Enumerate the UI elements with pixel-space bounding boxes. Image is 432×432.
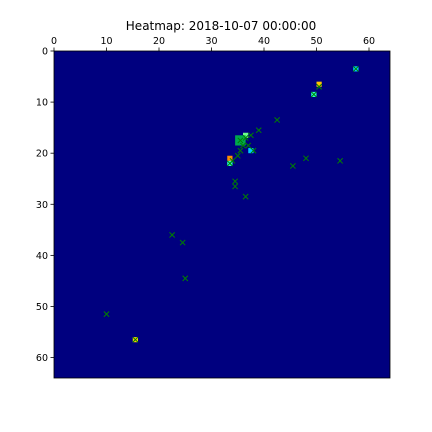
x-marker-22 <box>179 239 186 246</box>
x-marker-18 <box>232 178 239 185</box>
heatmap-background <box>54 51 390 378</box>
x-marker-19 <box>232 183 239 190</box>
x-tick-label-1: 10 <box>100 36 112 47</box>
x-marker-0 <box>352 65 359 72</box>
y-tick-label-2: 20 <box>36 149 48 160</box>
chart-title: Heatmap: 2018-10-07 00:00:00 <box>126 19 316 33</box>
x-marker-7 <box>237 137 244 144</box>
x-marker-8 <box>240 142 246 149</box>
x-tick-label-3: 30 <box>205 36 217 47</box>
y-tick-label-1: 10 <box>36 98 48 109</box>
x-marker-4 <box>255 127 262 134</box>
x-marker-23 <box>182 275 189 282</box>
x-tick-label-5: 50 <box>310 36 322 47</box>
x-marker-14 <box>226 160 233 167</box>
x-marker-15 <box>303 155 309 162</box>
x-marker-11 <box>250 147 257 154</box>
x-marker-9 <box>245 142 252 149</box>
x-tick-label-4: 40 <box>258 36 270 47</box>
x-tick-label-6: 60 <box>363 36 375 47</box>
y-tick-label-5: 50 <box>36 302 48 313</box>
y-tick-label-4: 40 <box>36 251 48 262</box>
x-marker-10 <box>237 147 244 154</box>
x-marker-1 <box>316 83 323 90</box>
y-tick-label-6: 60 <box>36 353 48 364</box>
plot-area <box>54 51 390 378</box>
x-marker-20 <box>242 193 249 200</box>
x-marker-12 <box>234 152 241 159</box>
x-marker-5 <box>247 132 254 139</box>
x-marker-3 <box>274 117 281 123</box>
x-marker-25 <box>132 336 139 343</box>
x-tick-label-0: 0 <box>51 36 57 47</box>
x-axis: 0 10 20 30 40 50 60 <box>51 36 375 51</box>
x-marker-21 <box>169 231 176 238</box>
x-marker-6 <box>242 134 249 141</box>
x-marker-24 <box>103 311 110 318</box>
y-tick-label-3: 30 <box>36 200 48 211</box>
y-tick-label-0: 0 <box>42 47 48 58</box>
heat-cell-5 <box>248 148 254 154</box>
x-marker-16 <box>337 157 344 164</box>
axes-frame <box>53 50 391 379</box>
x-tick-label-2: 20 <box>153 36 165 47</box>
y-axis: 0 10 20 30 40 50 60 <box>36 47 54 364</box>
heat-cell-1 <box>316 81 322 87</box>
x-marker-17 <box>289 163 296 169</box>
x-marker-2 <box>310 91 317 98</box>
